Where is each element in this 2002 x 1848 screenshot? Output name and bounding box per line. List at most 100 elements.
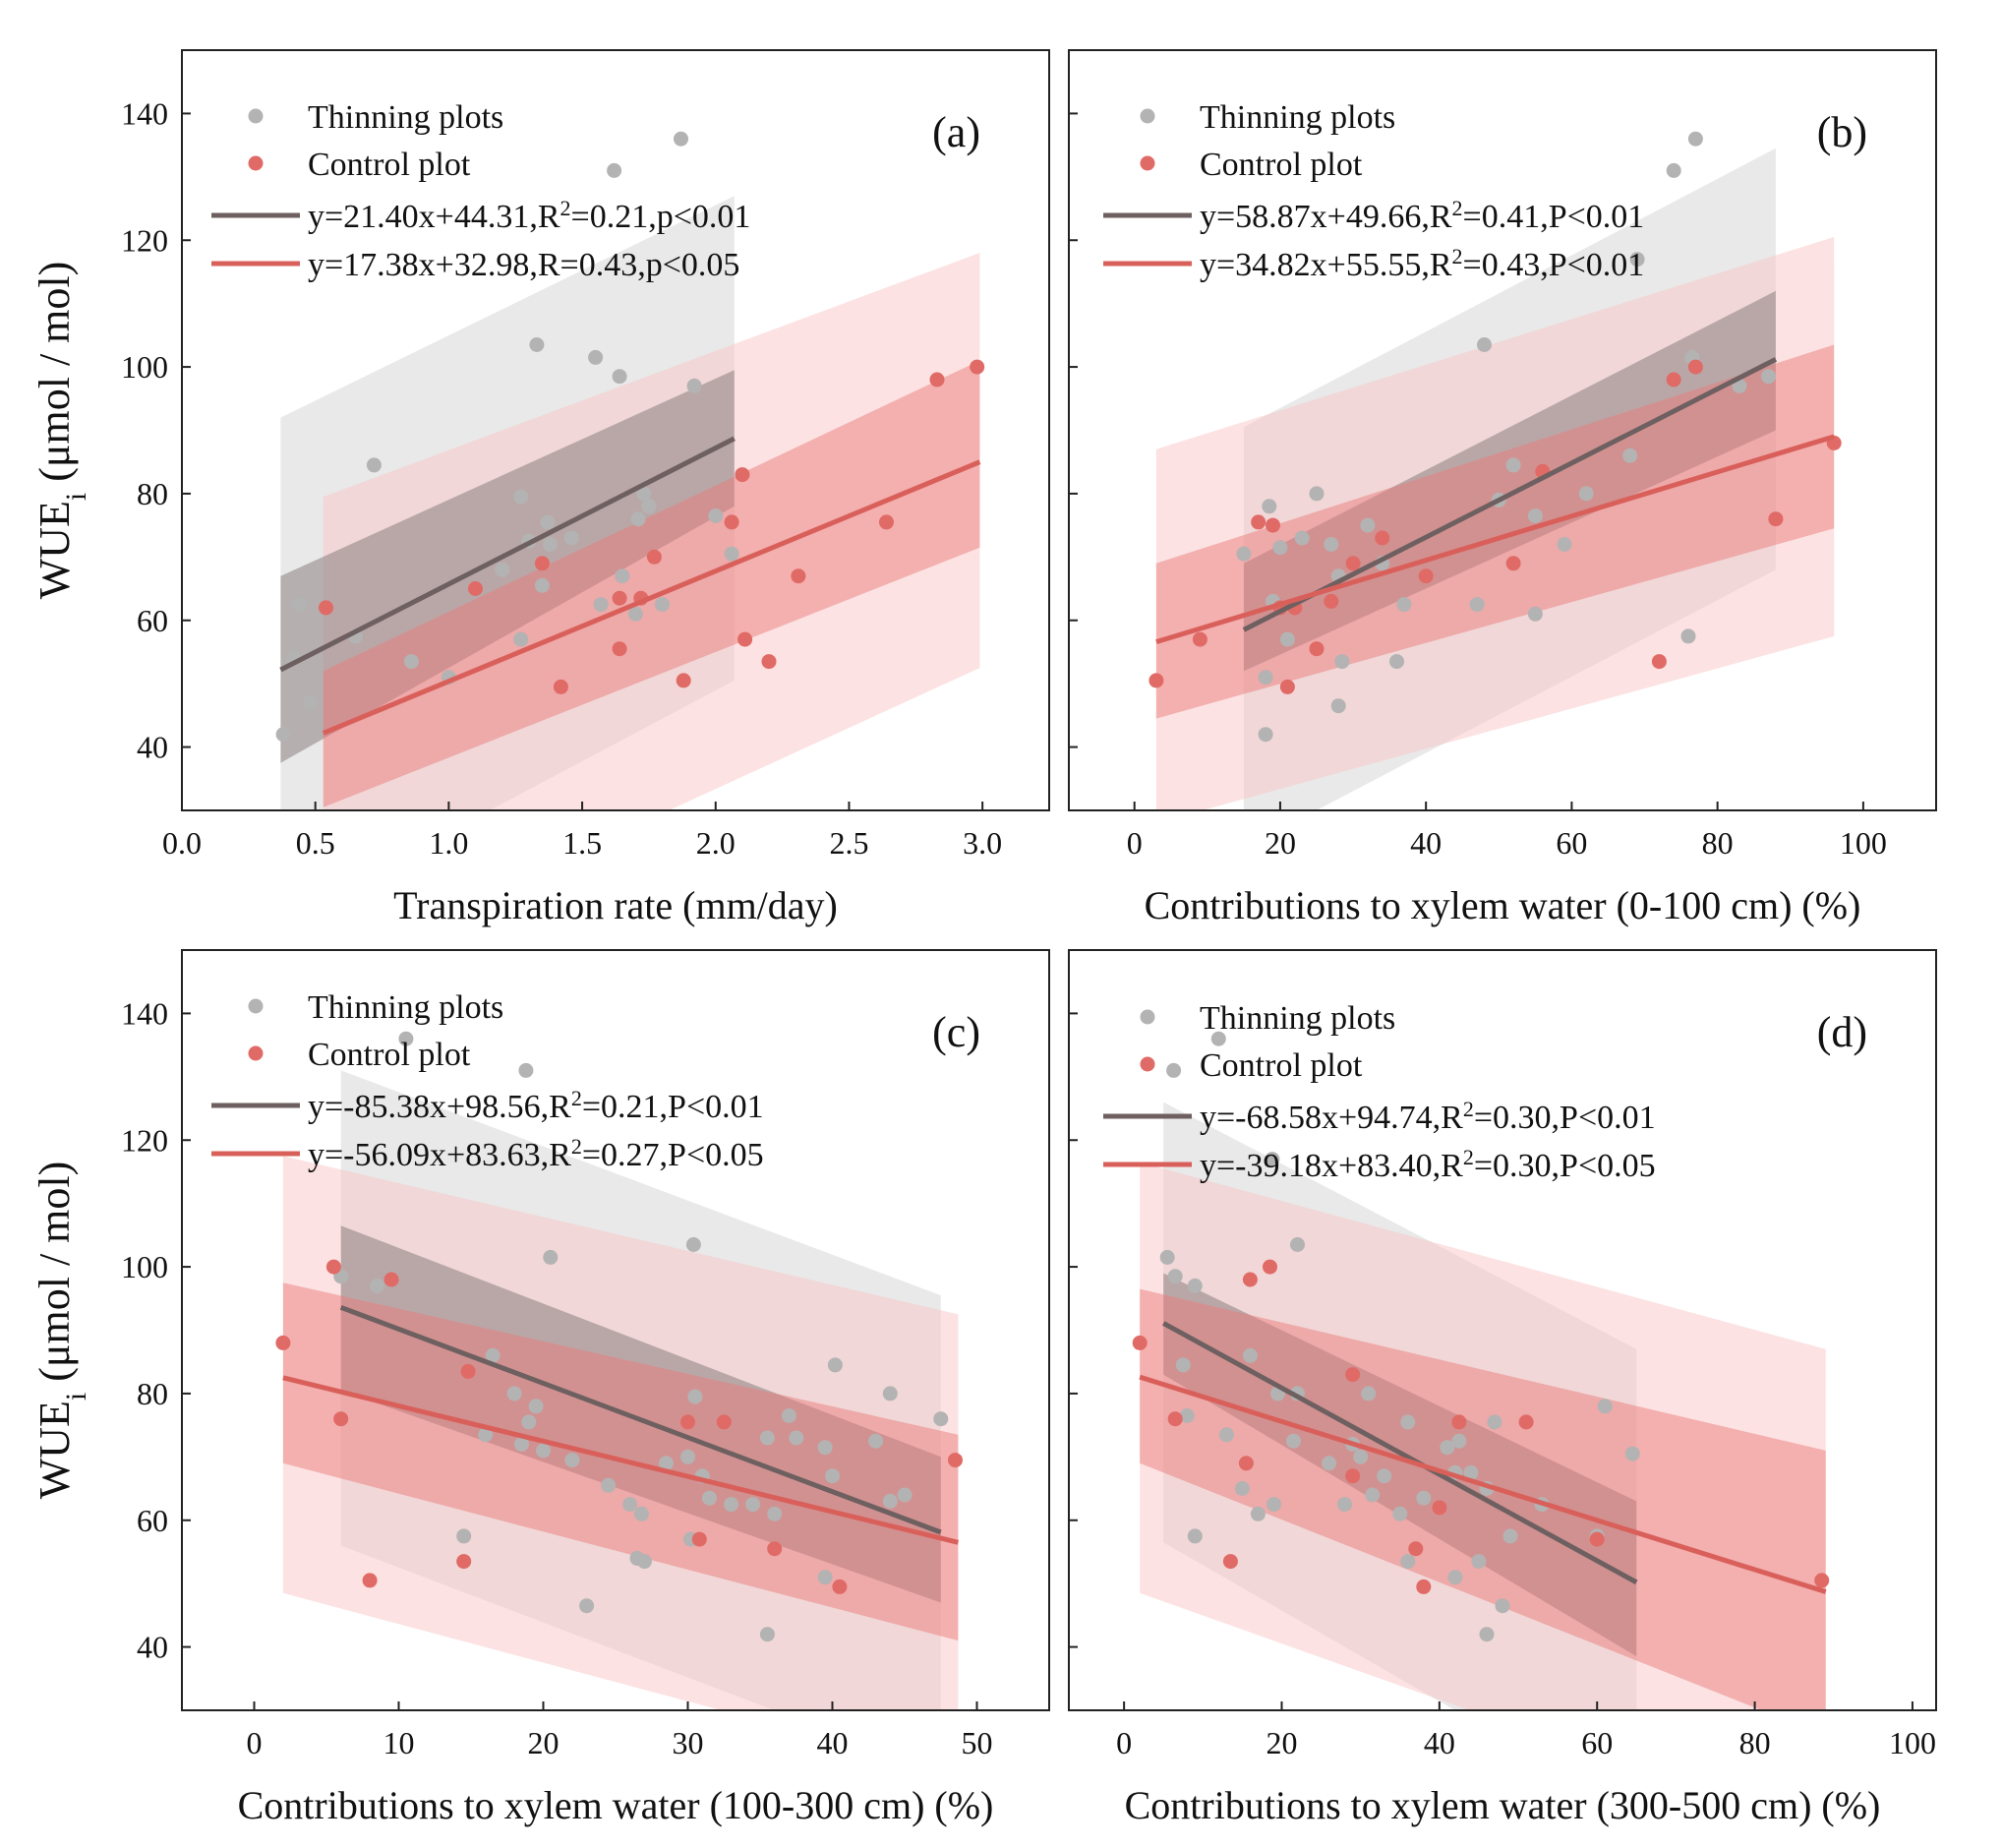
control-confidence-band <box>1155 344 1835 719</box>
thinning-point <box>302 695 318 710</box>
legend-thinning-marker <box>1140 108 1155 124</box>
thinning-point <box>1242 1347 1258 1363</box>
thinning-point <box>1597 1399 1613 1414</box>
control-point <box>716 1414 732 1430</box>
x-axis-label: Transpiration rate (mm/day) <box>393 883 838 927</box>
thinning-point <box>789 1430 804 1446</box>
y-axis-label: WUEi (μmol / mol) <box>30 262 92 600</box>
x-tick-label: 40 <box>817 1725 849 1760</box>
thinning-point <box>767 1506 783 1521</box>
legend-thinning-label: Thinning plots <box>1200 1000 1395 1037</box>
plot-area <box>275 1031 963 1710</box>
x-tick-label: 2.0 <box>696 825 736 861</box>
thinning-point <box>518 1062 534 1078</box>
legend-control-label: Control plot <box>1200 1047 1363 1084</box>
legend-control-marker <box>1140 155 1155 171</box>
legend-control-equation: y=34.82x+55.55,R2=0.43,P<0.01 <box>1200 244 1644 284</box>
thinning-regression-line <box>279 436 736 673</box>
panel-label: (b) <box>1817 108 1867 156</box>
control-point <box>1345 556 1361 571</box>
thinning-point <box>825 1468 840 1484</box>
thinning-point <box>702 1490 717 1506</box>
x-tick-label: 0.0 <box>162 825 202 861</box>
control-point <box>1451 1414 1467 1430</box>
control-point <box>767 1541 783 1557</box>
x-tick-label: 3.0 <box>963 825 1002 861</box>
control-point <box>275 1335 291 1350</box>
thinning-point <box>366 457 382 473</box>
control-point <box>1266 517 1280 533</box>
thinning-point <box>882 1386 898 1401</box>
thinning-point <box>1334 654 1350 670</box>
x-tick-label: 40 <box>1410 825 1442 861</box>
panel-1: 0.0 0.5 1.0 1.5 2.0 2.5 3.0 40 60 80 100 120 140 Tran… <box>30 49 1050 927</box>
control-point <box>456 1554 472 1570</box>
legend-control-label: Control plot <box>1200 147 1363 183</box>
thinning-point <box>1187 1528 1203 1544</box>
thinning-point <box>724 546 739 562</box>
plot-area <box>1132 1031 1830 1710</box>
y-tick-label: 40 <box>137 730 168 765</box>
thinning-point <box>1360 517 1376 533</box>
legend-thinning-label: Thinning plots <box>308 989 503 1026</box>
thinning-point <box>933 1411 949 1427</box>
panel-3: 0 10 20 30 40 50 40 60 80 100 120 140 Contributions … <box>30 949 1050 1827</box>
x-tick-label: 80 <box>1702 825 1734 861</box>
thinning-point <box>403 654 419 670</box>
thinning-point <box>564 1453 580 1468</box>
thinning-point <box>607 162 622 178</box>
thinning-point <box>1377 1468 1392 1484</box>
control-point <box>1279 679 1295 694</box>
thinning-point <box>1463 1464 1479 1480</box>
thinning-point <box>495 562 510 577</box>
thinning-point <box>1324 537 1339 552</box>
plot-frame <box>181 49 1050 811</box>
control-point <box>948 1453 963 1468</box>
y-tick-label: 80 <box>137 1376 168 1411</box>
control-point <box>1309 641 1325 657</box>
thinning-point <box>1322 1456 1337 1471</box>
thinning-point <box>1451 1433 1467 1449</box>
control-point <box>1505 556 1521 571</box>
thinning-point <box>1495 1598 1510 1614</box>
thinning-point <box>636 486 651 502</box>
thinning-point <box>1392 1506 1408 1521</box>
thinning-point <box>817 1570 833 1585</box>
x-tick-label: 80 <box>1739 1725 1771 1760</box>
control-point <box>333 1411 349 1427</box>
thinning-point <box>1258 670 1273 686</box>
y-tick-label: 120 <box>121 1122 168 1158</box>
control-regression-line <box>1139 1374 1827 1594</box>
x-tick-label: 40 <box>1424 1725 1455 1760</box>
thinning-point <box>456 1528 472 1544</box>
thinning-point <box>529 337 545 352</box>
plot-frame <box>181 949 1050 1711</box>
thinning-point <box>1286 1433 1301 1449</box>
x-tick-label: 2.5 <box>829 825 868 861</box>
thinning-point <box>1469 597 1485 613</box>
legend-control-label: Control plot <box>308 1037 471 1073</box>
thinning-point <box>1187 1278 1203 1293</box>
legend-thinning-marker <box>248 108 264 124</box>
panel-2: 0 20 40 60 80 100 Contributions to xylem water… <box>1068 49 1937 927</box>
thinning-point <box>579 1598 595 1614</box>
thinning-point <box>1290 1237 1305 1252</box>
thinning-point <box>1266 1497 1281 1513</box>
thinning-regression-line <box>1162 1321 1638 1585</box>
y-tick-label: 140 <box>121 995 168 1031</box>
control-point <box>325 1259 341 1275</box>
control-point <box>1242 1272 1258 1287</box>
x-tick-label: 50 <box>962 1725 993 1760</box>
thinning-point <box>1159 1249 1175 1265</box>
thinning-point <box>1440 1440 1455 1456</box>
thinning-point <box>1167 1269 1183 1284</box>
legend: Thinning plots Control plot y=-68.58x+94.7… <box>1103 1000 1656 1184</box>
thinning-point <box>759 1430 775 1446</box>
thinning-point <box>636 1554 652 1570</box>
plot-frame <box>1068 49 1937 811</box>
thinning-point <box>1330 698 1346 714</box>
plot-frame <box>1068 949 1937 1711</box>
thinning-point <box>370 1278 384 1293</box>
thinning-point <box>817 1440 833 1456</box>
